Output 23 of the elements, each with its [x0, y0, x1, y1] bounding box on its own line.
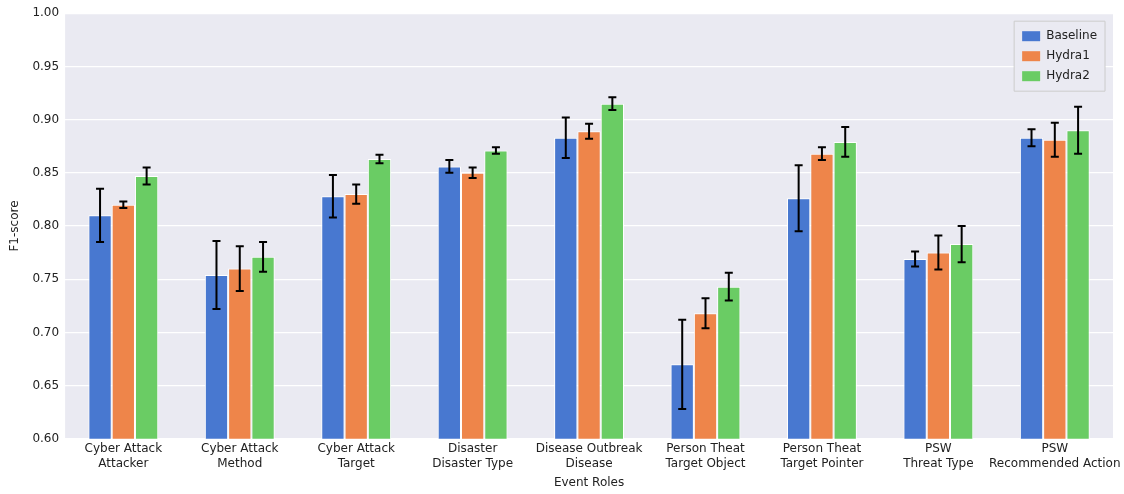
- y-tick-label: 0.90: [32, 111, 60, 126]
- legend-label: Hydra2: [1046, 68, 1090, 83]
- y-tick-label: 0.80: [32, 218, 60, 233]
- y-tick-label: 0.60: [32, 430, 60, 445]
- x-tick-label: PSW Threat Type: [902, 441, 974, 470]
- y-tick-label: 1.00: [32, 5, 60, 20]
- legend-label: Baseline: [1046, 28, 1098, 43]
- x-tick-label: Person Theat Target Object: [664, 441, 746, 470]
- x-tick-label: Person Theat Target Pointer: [779, 441, 864, 470]
- x-tick-label: Disease Outbreak Disease: [535, 441, 643, 470]
- legend-label: Hydra1: [1046, 48, 1090, 63]
- x-tick-label: Cyber Attack Target: [317, 441, 396, 470]
- y-axis-title: F1-score: [7, 200, 22, 252]
- y-tick-label: 0.85: [32, 164, 60, 179]
- y-tick-label: 0.95: [32, 58, 60, 73]
- y-tick-label: 0.65: [32, 377, 60, 392]
- x-axis-title: Event Roles: [553, 474, 625, 489]
- x-tick-label: Cyber Attack Method: [201, 441, 279, 470]
- x-tick-label: Disaster Disaster Type: [432, 441, 514, 470]
- y-tick-label: 0.70: [32, 324, 60, 339]
- x-tick-label: Cyber Attack Attacker: [84, 441, 163, 470]
- y-tick-label: 0.75: [32, 271, 60, 286]
- x-tick-label: PSW Recommended Action: [989, 441, 1121, 470]
